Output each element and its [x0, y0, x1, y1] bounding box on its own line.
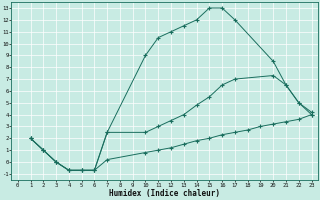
X-axis label: Humidex (Indice chaleur): Humidex (Indice chaleur) [109, 189, 220, 198]
